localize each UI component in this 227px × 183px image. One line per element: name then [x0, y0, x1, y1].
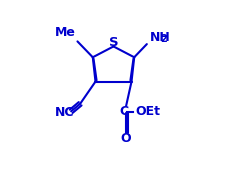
- Text: O: O: [121, 132, 131, 145]
- Text: C: C: [120, 105, 129, 118]
- Text: NH: NH: [150, 31, 170, 44]
- Text: NC: NC: [55, 106, 75, 119]
- Text: OEt: OEt: [135, 105, 160, 118]
- Text: Me: Me: [54, 25, 75, 39]
- Text: S: S: [109, 36, 118, 49]
- Text: 2: 2: [160, 34, 167, 44]
